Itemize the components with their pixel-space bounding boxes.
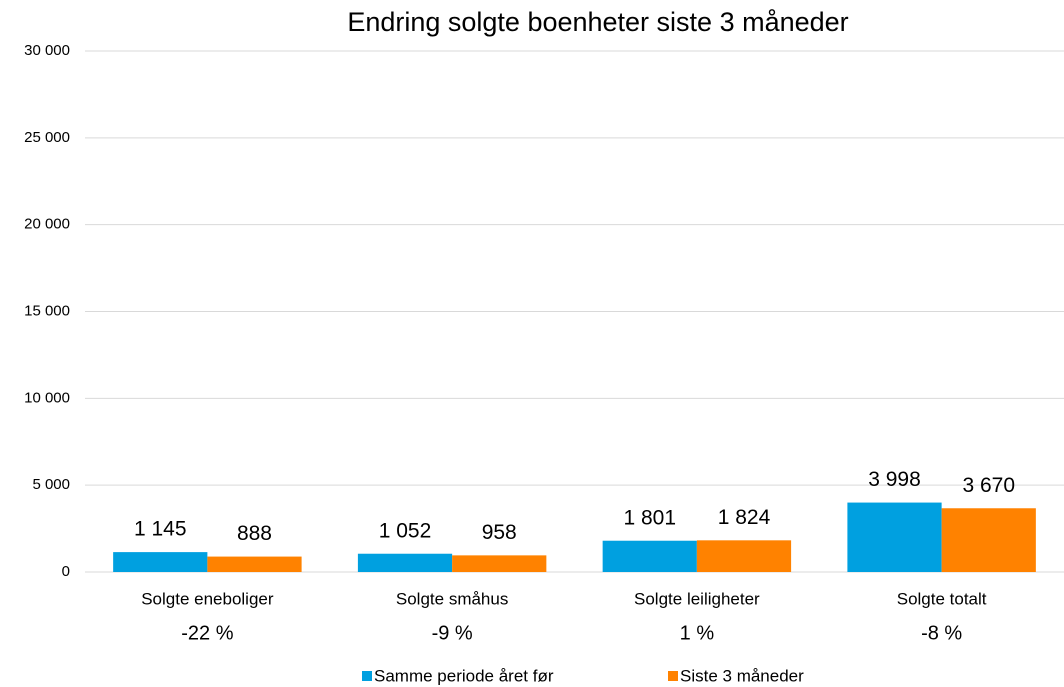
value-label: 3 670 xyxy=(962,474,1015,497)
bar xyxy=(602,540,697,572)
value-label: 958 xyxy=(482,521,517,544)
y-tick-label: 30 000 xyxy=(24,42,70,59)
y-tick-label: 15 000 xyxy=(24,302,70,319)
bar xyxy=(207,556,302,572)
bar xyxy=(941,508,1036,572)
y-tick-label: 10 000 xyxy=(24,389,70,406)
y-tick-label: 20 000 xyxy=(24,216,70,233)
bar xyxy=(452,555,547,572)
value-label: 3 998 xyxy=(868,468,921,491)
change-label: -9 % xyxy=(432,622,473,644)
change-label: -8 % xyxy=(921,622,962,644)
x-tick-label: Solgte eneboliger xyxy=(141,589,274,608)
legend-label: Samme periode året før xyxy=(374,666,554,685)
x-tick-label: Solgte leiligheter xyxy=(634,589,760,608)
bar xyxy=(847,502,942,572)
value-label: 1 801 xyxy=(623,506,676,529)
bar xyxy=(696,540,792,572)
value-label: 1 824 xyxy=(718,506,771,529)
y-tick-label: 0 xyxy=(62,563,70,580)
bar xyxy=(357,553,453,572)
y-tick-label: 25 000 xyxy=(24,129,70,146)
legend-swatch xyxy=(362,671,372,681)
legend-label: Siste 3 måneder xyxy=(680,666,804,685)
chart-title: Endring solgte boenheter siste 3 måneder xyxy=(347,7,848,37)
legend-swatch xyxy=(668,671,678,681)
change-label: -22 % xyxy=(181,622,233,644)
value-label: 1 145 xyxy=(134,518,187,541)
change-label: 1 % xyxy=(680,622,715,644)
x-tick-label: Solgte totalt xyxy=(897,589,987,608)
x-tick-label: Solgte småhus xyxy=(396,589,508,608)
value-label: 1 052 xyxy=(379,519,432,542)
value-label: 888 xyxy=(237,522,272,545)
y-tick-label: 5 000 xyxy=(32,476,70,493)
bar xyxy=(113,552,208,572)
